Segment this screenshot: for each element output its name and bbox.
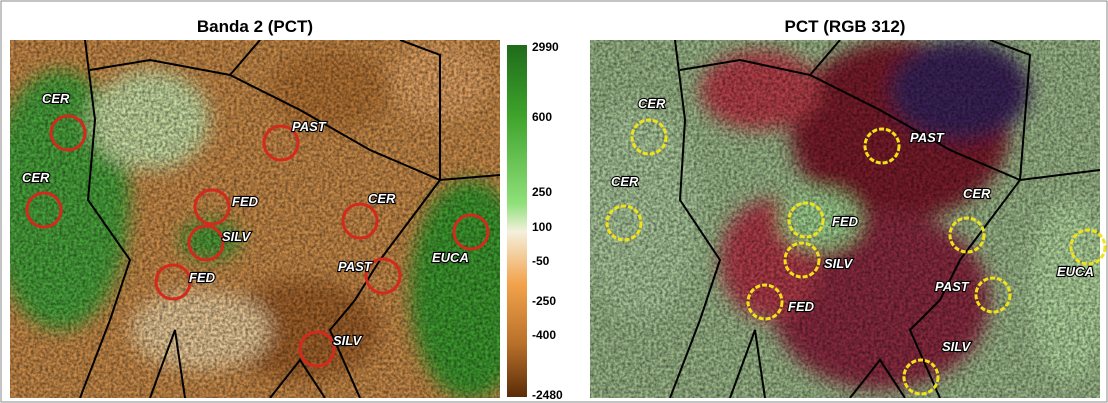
site-label: FED: [788, 299, 815, 314]
site-label: SILV: [942, 339, 972, 354]
site-label: CER: [22, 170, 50, 185]
site-label: CER: [42, 91, 70, 106]
figure: Banda 2 (PCT) PCT (RGB 312) CER CER PAST FE…: [0, 0, 1108, 403]
colorbar-tick-label: -400: [532, 328, 556, 342]
site-label: SILV: [824, 256, 854, 271]
site-label: CER: [638, 96, 666, 111]
site-label: EUCA: [432, 250, 469, 265]
site-label: FED: [232, 194, 259, 209]
panel-title: Banda 2 (PCT): [197, 17, 313, 36]
colorbar-tick-label: 2990: [532, 40, 559, 54]
site-label: FED: [832, 214, 859, 229]
site-label: CER: [611, 174, 639, 189]
site-label: PAST: [910, 130, 945, 145]
map-left: [0, 40, 530, 400]
colorbar-tick-label: 600: [532, 110, 552, 124]
site-label: CER: [963, 186, 991, 201]
site-label: FED: [189, 270, 216, 285]
panel-title: PCT (RGB 312): [785, 17, 906, 36]
colorbar-tick-label: -2480: [532, 388, 563, 402]
site-label: SILV: [222, 229, 252, 244]
site-label: PAST: [292, 119, 327, 134]
colorbar-tick-label: -50: [532, 254, 550, 268]
colorbar-tick-label: -250: [532, 294, 556, 308]
colorbar-tick-label: 250: [532, 185, 552, 199]
colorbar-tick-label: 100: [532, 220, 552, 234]
site-label: PAST: [935, 279, 970, 294]
site-label: EUCA: [1057, 264, 1094, 279]
site-label: CER: [368, 191, 396, 206]
site-label: PAST: [338, 259, 373, 274]
colorbar: [507, 45, 527, 397]
site-label: SILV: [333, 333, 363, 348]
